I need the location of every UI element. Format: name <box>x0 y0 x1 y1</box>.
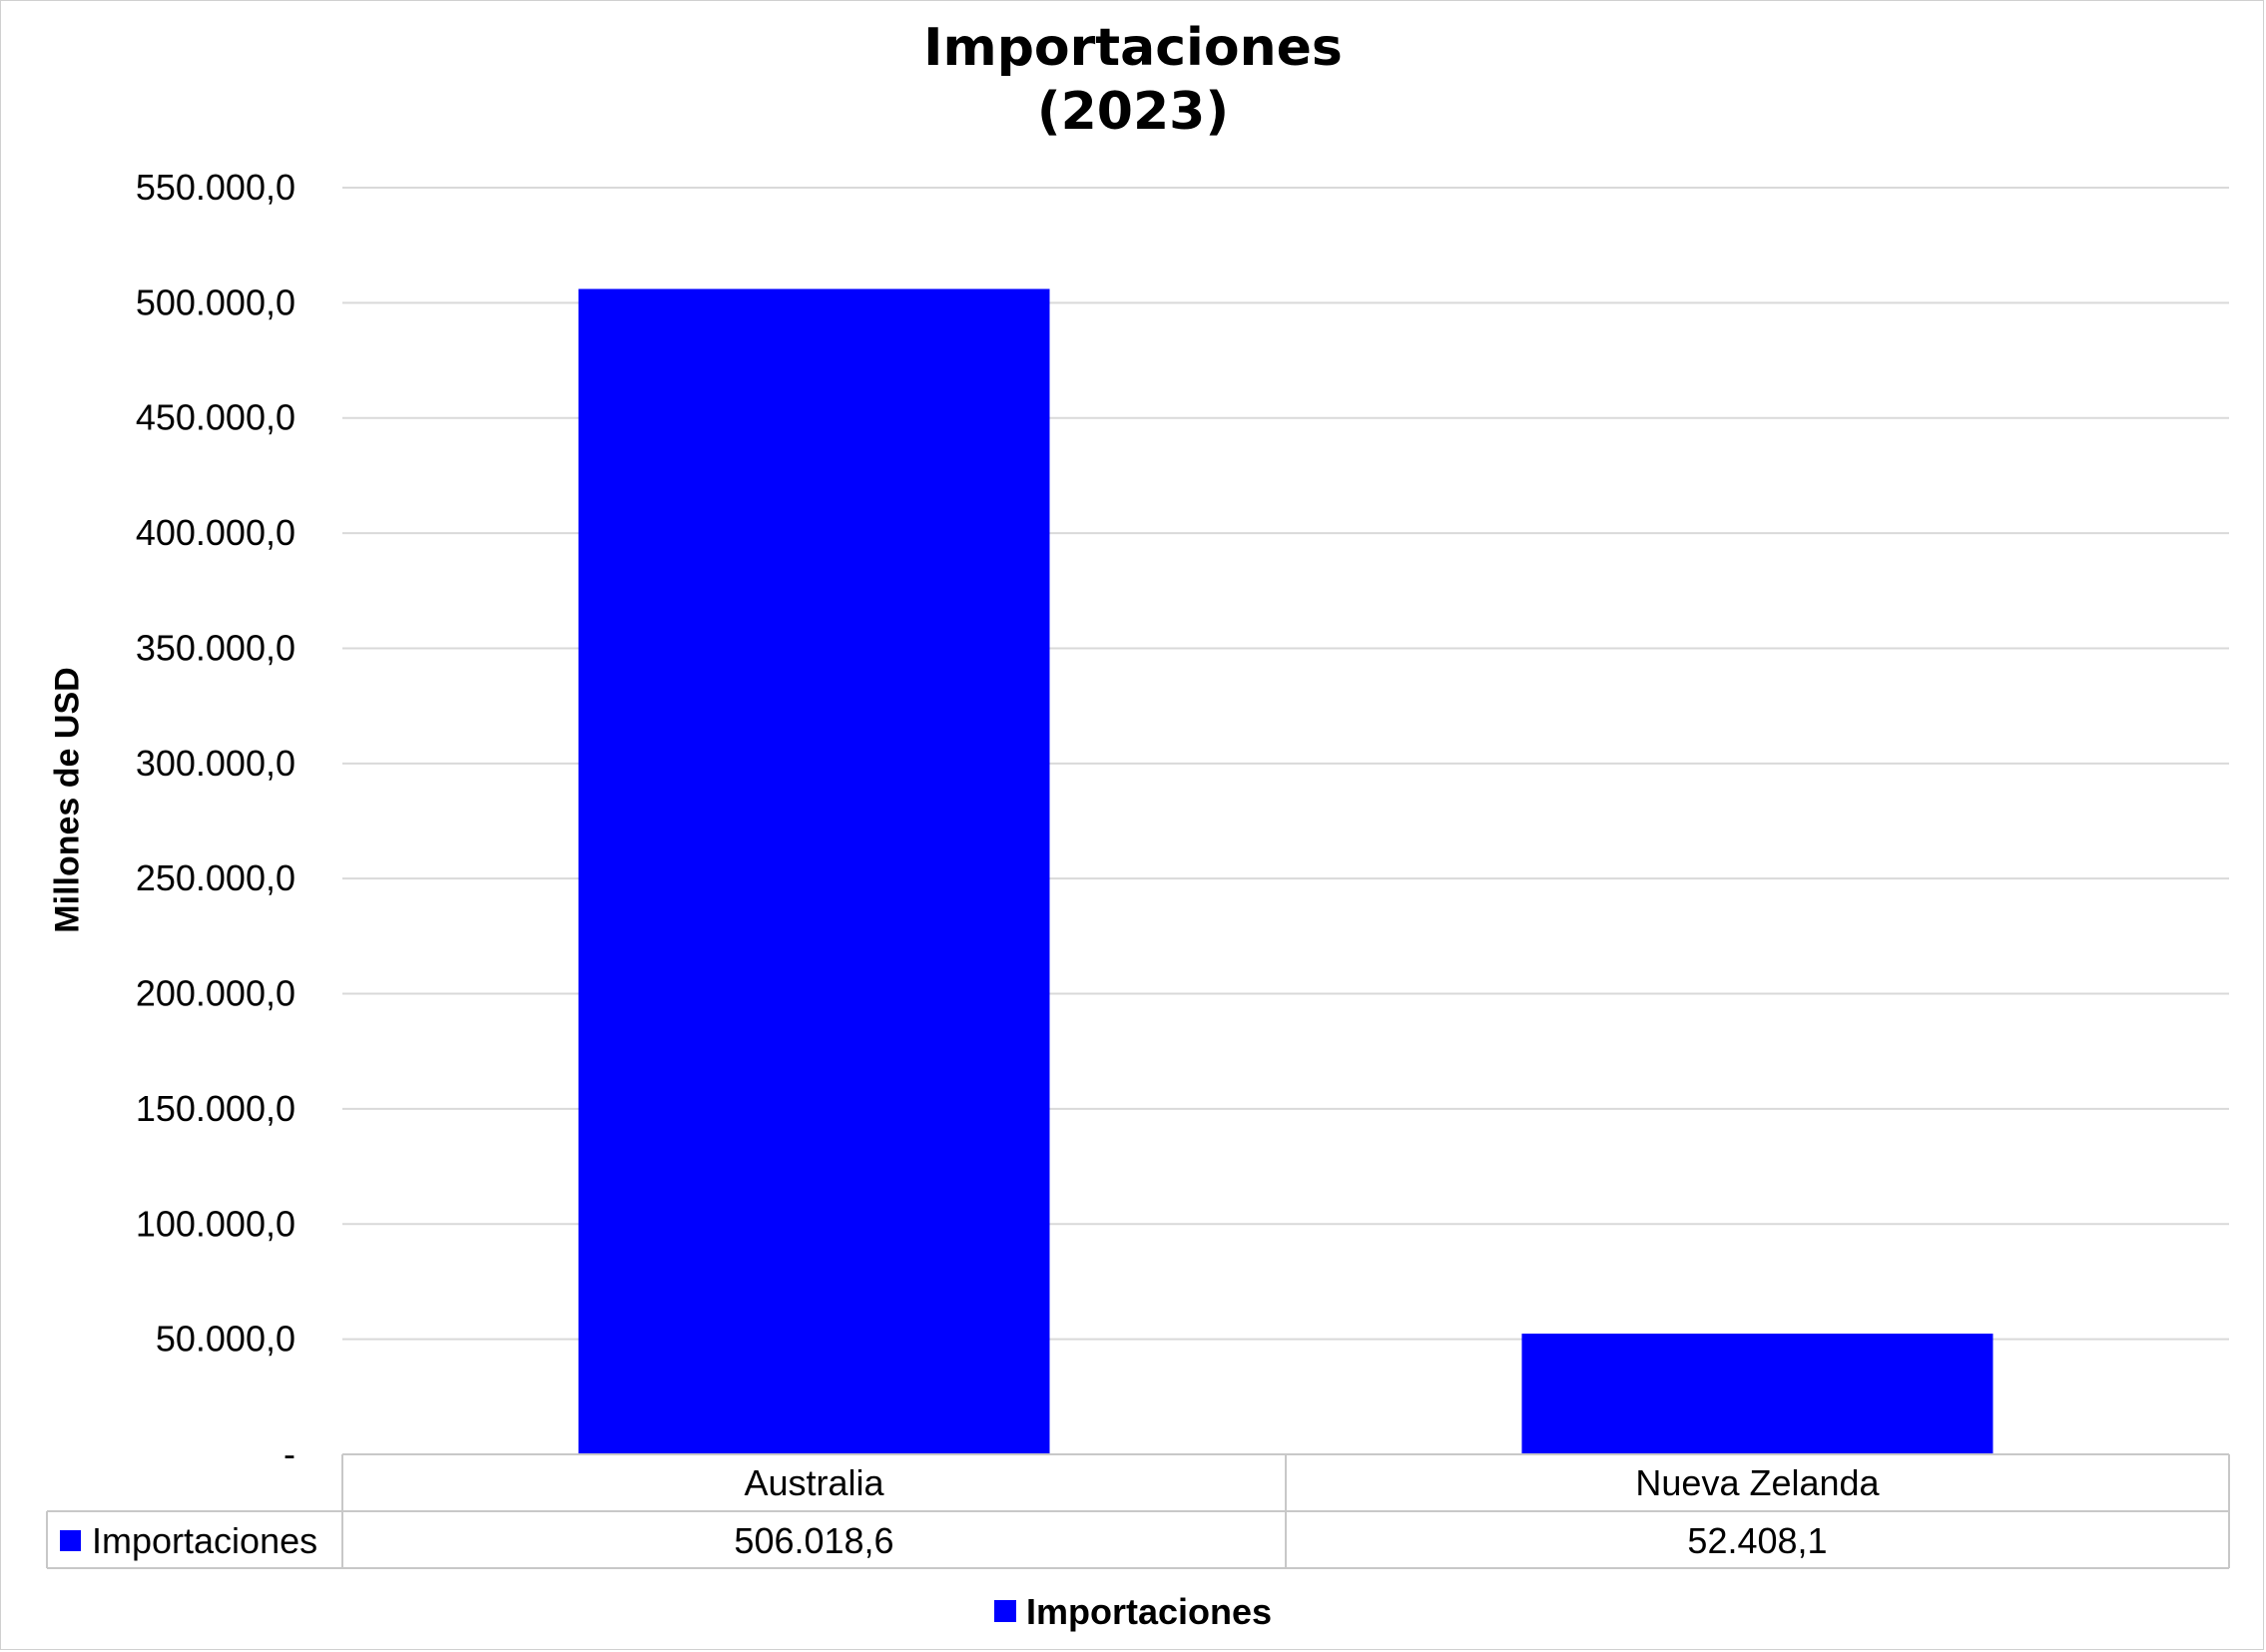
bars <box>578 288 1993 1455</box>
table-row-label: Importaciones <box>92 1520 317 1561</box>
y-tick-label: 250.000,0 <box>136 857 295 898</box>
legend-swatch <box>993 1600 1016 1623</box>
data-label: 52.408,1 <box>1687 1520 1827 1561</box>
y-tick-label: 550.000,0 <box>136 167 295 208</box>
data-table: Australia 506.018,6 Nueva Zelanda 52.408,1 I… <box>46 1453 2230 1569</box>
y-tick-label: 350.000,0 <box>136 627 295 668</box>
x-tick-label: Nueva Zelanda <box>1635 1462 1880 1503</box>
chart-title: Importaciones <box>923 18 1343 78</box>
table-legend-swatch <box>60 1530 81 1551</box>
y-tick-label: 500.000,0 <box>136 281 295 322</box>
bar <box>578 288 1050 1455</box>
legend-label: Importaciones <box>1025 1591 1273 1632</box>
bar <box>1521 1334 1993 1454</box>
y-tick-label: 400.000,0 <box>136 512 295 553</box>
y-tick-label: 200.000,0 <box>136 973 295 1014</box>
y-tick-label: 300.000,0 <box>136 743 295 784</box>
y-tick-label: 450.000,0 <box>136 397 295 438</box>
chart-subtitle: (2023) <box>1036 82 1230 142</box>
x-tick-label: Australia <box>744 1462 884 1503</box>
y-tick-labels: - 50.000,0 100.000,0 150.000,0 200.000,0 250.… <box>136 167 295 1474</box>
y-tick-label: 150.000,0 <box>136 1088 295 1129</box>
data-label: 506.018,6 <box>734 1520 893 1561</box>
y-tick-label: 100.000,0 <box>136 1203 295 1244</box>
legend: Importaciones <box>0 1591 2266 1633</box>
y-tick-label: 50.000,0 <box>156 1319 295 1360</box>
y-tick-label: - <box>283 1433 295 1474</box>
